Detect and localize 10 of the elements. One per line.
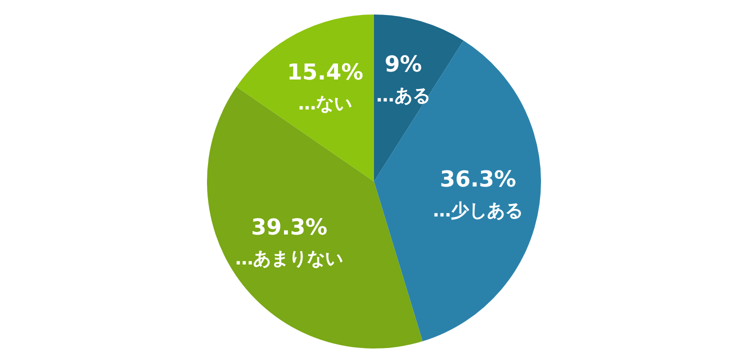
pie-slice (236, 14, 374, 182)
slice-label: …少しある (433, 200, 524, 222)
pie-slice (374, 40, 541, 342)
slice-label: …ない (298, 94, 352, 115)
data-label: 15.4% (286, 60, 364, 86)
slice-label: …ある (376, 86, 430, 107)
data-label: 36.3% (440, 168, 516, 193)
data-label: 9% (384, 52, 422, 78)
data-label: 39.3% (251, 215, 328, 240)
slice-label: …あまりない (235, 248, 344, 270)
